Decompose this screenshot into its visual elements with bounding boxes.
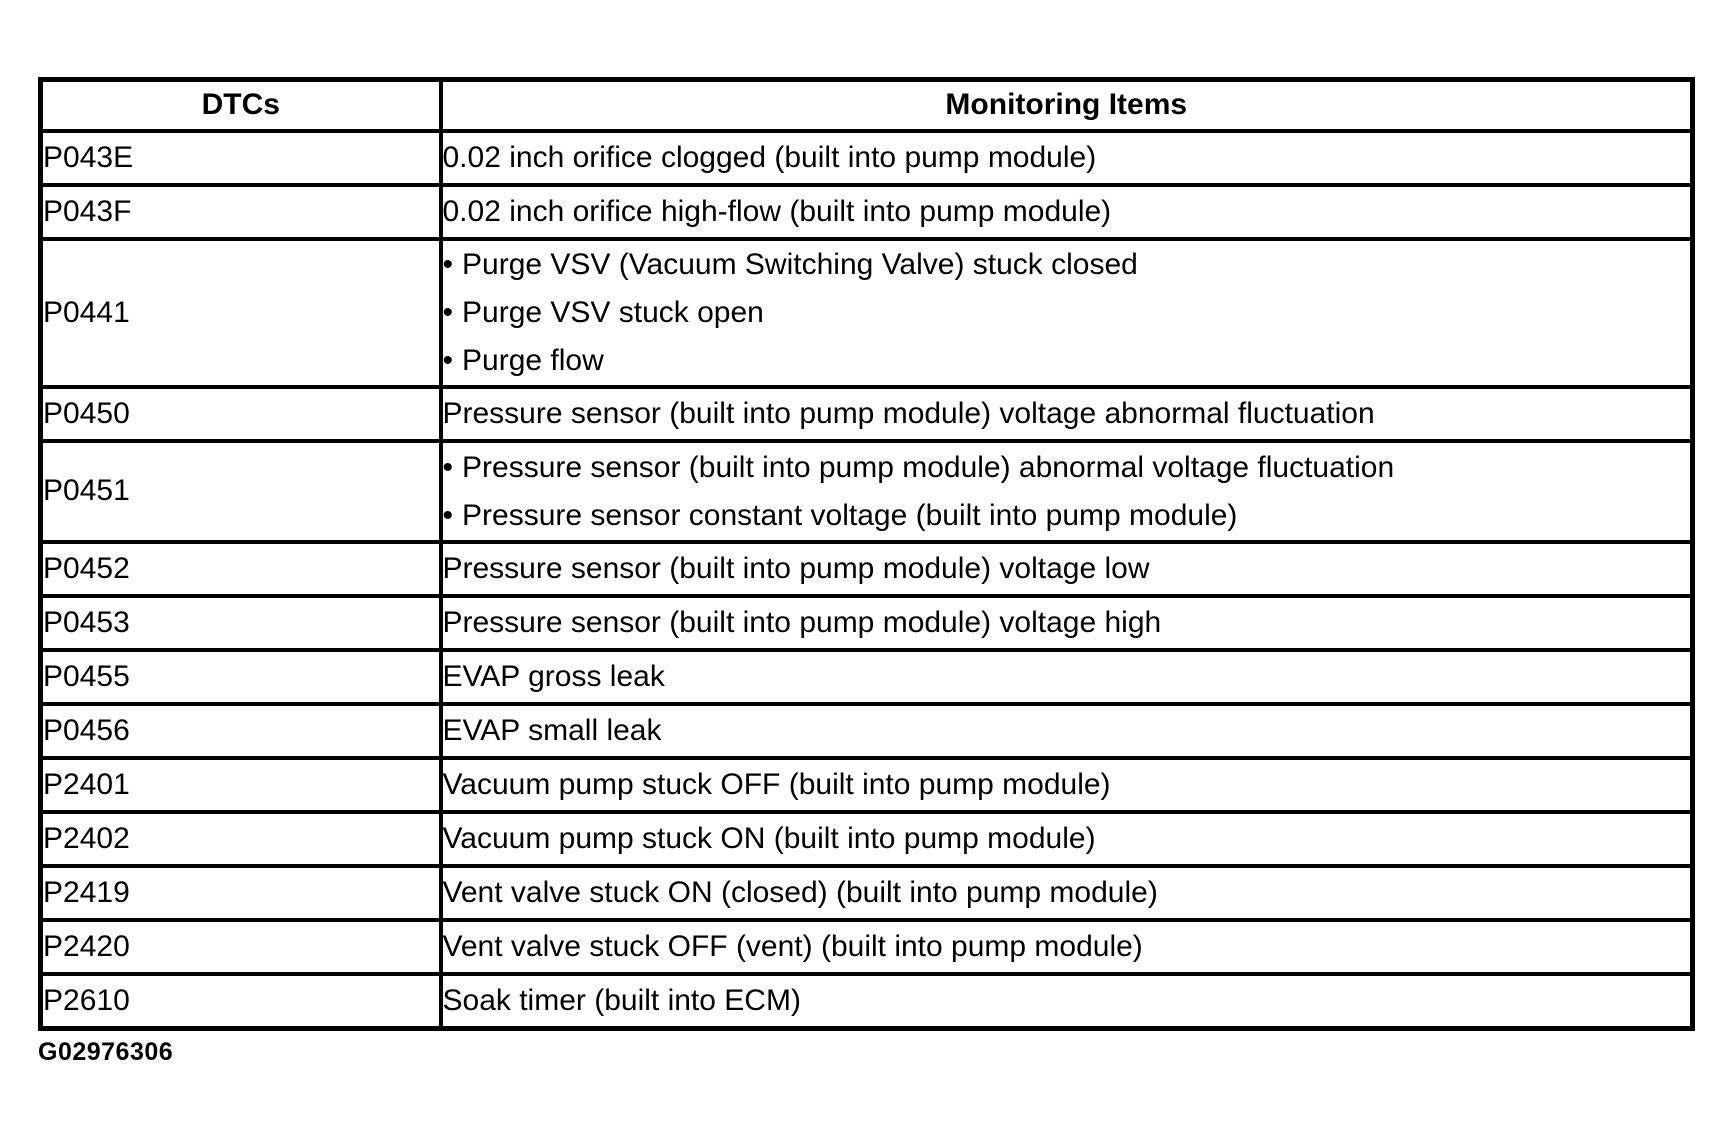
column-header-monitoring-items: Monitoring Items	[438, 77, 1695, 133]
bullet-item: • Purge VSV (Vacuum Switching Valve) stuc…	[442, 243, 1689, 289]
monitoring-text: Pressure sensor (built into pump module)…	[462, 450, 1395, 484]
table-row: P043E 0.02 inch orifice clogged (built i…	[38, 129, 1695, 187]
header-row: DTCs Monitoring Items	[38, 77, 1695, 133]
bullet-icon: •	[442, 498, 454, 532]
monitoring-item: Vent valve stuck OFF (vent) (built into …	[438, 918, 1695, 976]
bullet-item: • Pressure sensor constant voltage (built…	[442, 492, 1689, 539]
dtc-code: P043E	[38, 129, 443, 187]
dtc-monitoring-table: DTCs Monitoring Items P043E 0.02 inch or…	[38, 77, 1695, 1031]
dtc-code: P0455	[38, 648, 443, 706]
dtc-code: P2610	[38, 972, 443, 1030]
monitoring-item: Vacuum pump stuck OFF (built into pump m…	[438, 756, 1695, 814]
monitoring-item: Pressure sensor (built into pump module)…	[438, 385, 1695, 443]
dtc-code: P0452	[38, 540, 443, 598]
bullet-icon: •	[442, 344, 454, 377]
dtc-code: P2419	[38, 864, 443, 922]
monitoring-item: Soak timer (built into ECM)	[438, 972, 1695, 1030]
table-row: P043F 0.02 inch orifice high-flow (built…	[38, 183, 1695, 241]
table-row: P0455 EVAP gross leak	[38, 648, 1695, 706]
dtc-code: P0450	[38, 385, 443, 443]
monitoring-text: Purge VSV (Vacuum Switching Valve) stuck…	[462, 248, 1138, 281]
dtc-code: P2420	[38, 918, 443, 976]
monitoring-item: EVAP small leak	[438, 702, 1695, 760]
table-row: P2419 Vent valve stuck ON (closed) (buil…	[38, 864, 1695, 922]
figure-code: G02976306	[38, 1038, 174, 1066]
dtc-code: P2401	[38, 756, 443, 814]
table-row: P2610 Soak timer (built into ECM)	[38, 972, 1695, 1030]
dtc-code: P0441	[38, 237, 443, 389]
dtc-code: P0456	[38, 702, 443, 760]
monitoring-text: Purge VSV stuck open	[462, 296, 764, 329]
monitoring-item: Vent valve stuck ON (closed) (built into…	[438, 864, 1695, 922]
dtc-code: P0453	[38, 594, 443, 652]
monitoring-item: 0.02 inch orifice high-flow (built into …	[438, 183, 1695, 241]
monitoring-text: Purge flow	[462, 344, 604, 377]
bullet-item: • Pressure sensor (built into pump module…	[442, 445, 1689, 492]
dtc-monitoring-table-container: DTCs Monitoring Items P043E 0.02 inch or…	[38, 77, 1695, 1031]
table-row: P0451 • Pressure sensor (built into pump …	[38, 439, 1695, 544]
table-row: P0452 Pressure sensor (built into pump m…	[38, 540, 1695, 598]
bullet-icon: •	[442, 248, 454, 281]
table-row: P2401 Vacuum pump stuck OFF (built into …	[38, 756, 1695, 814]
bullet-item: • Purge VSV stuck open	[442, 289, 1689, 337]
dtc-code: P0451	[38, 439, 443, 544]
bullet-icon: •	[442, 296, 454, 329]
monitoring-item: EVAP gross leak	[438, 648, 1695, 706]
table-row: P2420 Vent valve stuck OFF (vent) (built…	[38, 918, 1695, 976]
table-row: P0453 Pressure sensor (built into pump m…	[38, 594, 1695, 652]
monitoring-item: Pressure sensor (built into pump module)…	[438, 594, 1695, 652]
monitoring-item: 0.02 inch orifice clogged (built into pu…	[438, 129, 1695, 187]
table-row: P0441 • Purge VSV (Vacuum Switching Valve…	[38, 237, 1695, 389]
table-row: P0456 EVAP small leak	[38, 702, 1695, 760]
column-header-dtcs: DTCs	[38, 77, 443, 133]
bullet-item: • Purge flow	[442, 337, 1689, 383]
monitoring-text: Pressure sensor constant voltage (built …	[462, 498, 1238, 532]
monitoring-item: Pressure sensor (built into pump module)…	[438, 540, 1695, 598]
monitoring-item: • Purge VSV (Vacuum Switching Valve) stuc…	[438, 237, 1695, 389]
bullet-icon: •	[442, 450, 454, 484]
monitoring-item: • Pressure sensor (built into pump module…	[438, 439, 1695, 544]
table-row: P0450 Pressure sensor (built into pump m…	[38, 385, 1695, 443]
table-row: P2402 Vacuum pump stuck ON (built into p…	[38, 810, 1695, 868]
dtc-code: P2402	[38, 810, 443, 868]
dtc-code: P043F	[38, 183, 443, 241]
monitoring-item: Vacuum pump stuck ON (built into pump mo…	[438, 810, 1695, 868]
